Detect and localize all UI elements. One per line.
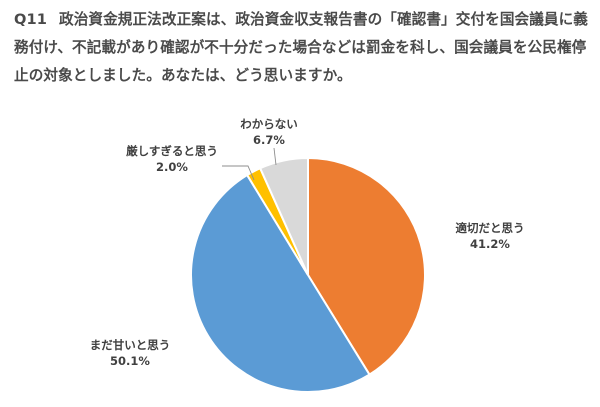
question-text: Q11 政治資金規正法改正案は、政治資金収支報告書の「確認書」交付を国会議員に義務… [14,6,592,90]
leader-lines [222,147,277,181]
slice-value-4: 6.7% [253,133,285,147]
slice-label-2: まだ甘いと思う [90,338,171,352]
question-body: 政治資金規正法改正案は、政治資金収支報告書の「確認書」交付を国会議員に義務付け、… [14,11,588,84]
pie-slice-4 [258,156,309,276]
slice-value-3: 2.0% [156,160,188,174]
leader-line-3 [222,165,255,181]
pie-slice-2 [189,173,371,394]
slice-label-1: 適切だと思う [456,221,525,235]
slice-label-4: わからない [240,117,298,131]
leader-line-4 [273,147,277,166]
slice-value-1: 41.2% [470,237,510,251]
pie-labels: 適切だと思う 41.2% まだ甘いと思う 50.1% 厳しすぎると思う 2.0% わからない… [90,117,525,368]
slice-value-2: 50.1% [110,354,150,368]
question-number: Q11 [14,11,48,28]
pie-slice-1 [307,156,426,376]
pie-slices [189,156,426,394]
slice-label-3: 厳しすぎると思う [126,144,218,158]
